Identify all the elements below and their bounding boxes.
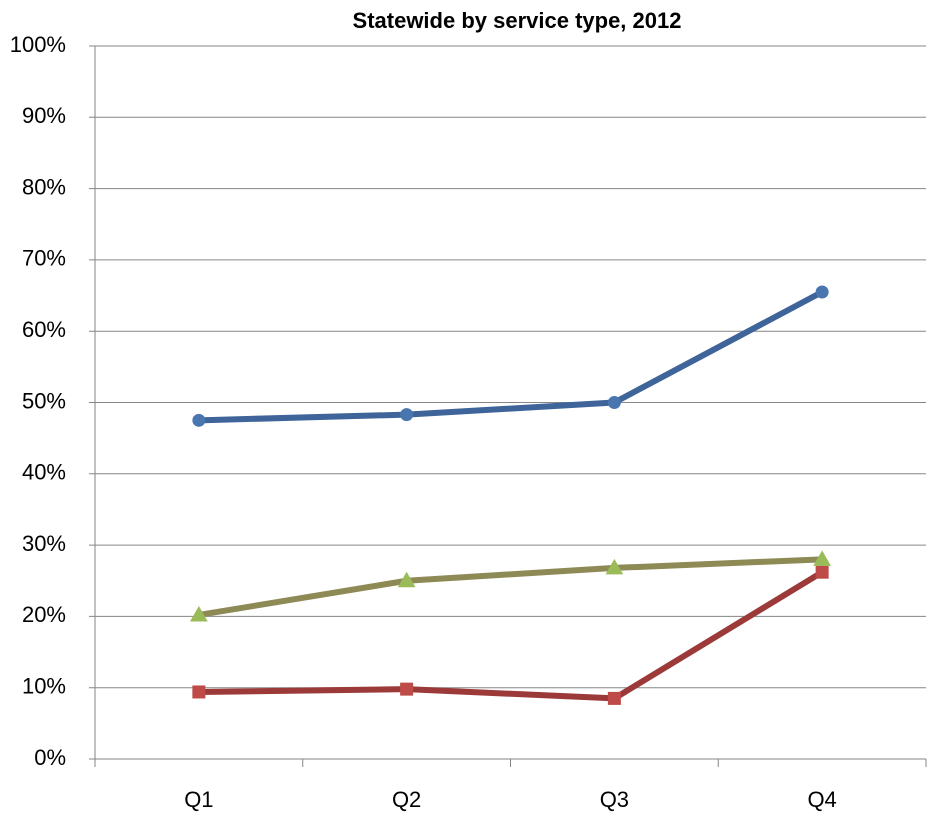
point bbox=[397, 571, 416, 588]
chart-title: Statewide by service type, 2012 bbox=[353, 8, 682, 33]
point bbox=[400, 408, 414, 422]
series-line bbox=[198, 289, 824, 424]
point bbox=[815, 285, 829, 299]
x-tick-label: Q4 bbox=[807, 787, 836, 812]
y-tick-label: 90% bbox=[22, 103, 66, 128]
point bbox=[605, 558, 624, 575]
point bbox=[607, 396, 621, 409]
y-tick-label: 30% bbox=[22, 531, 66, 556]
y-tick-label: 10% bbox=[22, 674, 66, 699]
point bbox=[813, 550, 831, 566]
point bbox=[815, 565, 829, 579]
series-line bbox=[198, 569, 824, 702]
y-tick-label: 70% bbox=[22, 246, 66, 271]
y-tick-label: 20% bbox=[22, 602, 66, 627]
point bbox=[400, 682, 414, 696]
point bbox=[607, 691, 621, 705]
point bbox=[190, 605, 208, 622]
x-tick-label: Q2 bbox=[392, 787, 421, 812]
y-tick-label: 100% bbox=[10, 32, 66, 57]
point bbox=[192, 685, 206, 699]
y-tick-label: 0% bbox=[34, 745, 66, 770]
y-tick-label: 40% bbox=[22, 460, 66, 485]
y-tick-label: 50% bbox=[22, 388, 66, 413]
x-tick-label: Q3 bbox=[600, 787, 629, 812]
x-tick-label: Q1 bbox=[184, 787, 213, 812]
point bbox=[192, 413, 206, 427]
series-line bbox=[198, 556, 823, 618]
y-tick-label: 60% bbox=[22, 317, 66, 342]
y-tick-label: 80% bbox=[22, 174, 66, 199]
